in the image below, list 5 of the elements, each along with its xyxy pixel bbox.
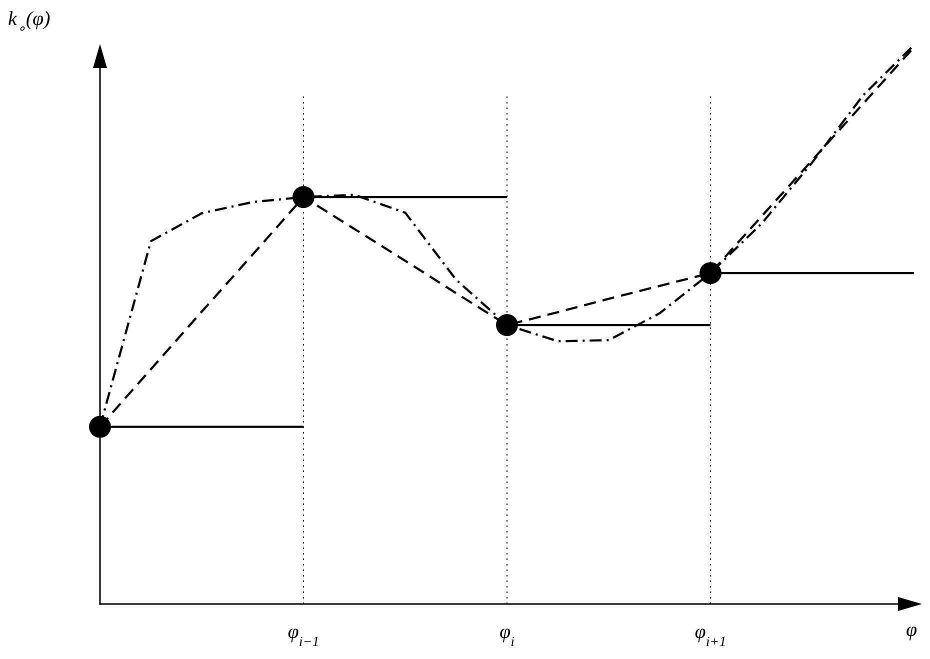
x-tick-label: φ$_{i−1}$ (288, 621, 320, 650)
x-axis-title: φ (906, 619, 918, 641)
x-tick-label: φ$_{i+1}$ (694, 621, 726, 650)
x-tick-label: φ$_{i}$ (500, 621, 515, 650)
y-axis-title: k$_{∘}$(φ) (8, 8, 51, 36)
